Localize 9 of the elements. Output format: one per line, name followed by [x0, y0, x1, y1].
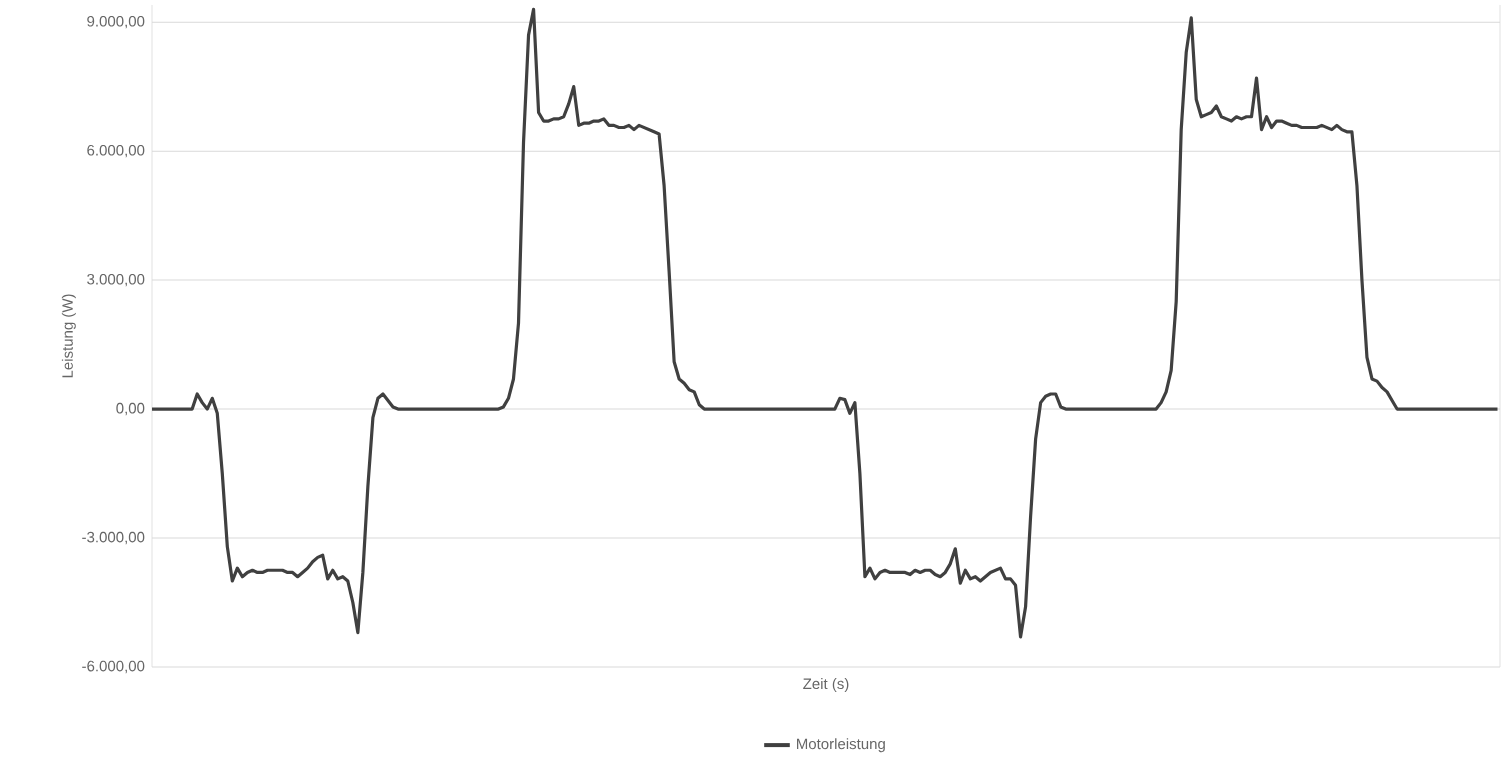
y-axis-title: Leistung (W)	[61, 294, 76, 378]
x-axis-title: Zeit (s)	[803, 678, 849, 693]
y-tick-label: 9.000,00	[87, 15, 145, 29]
legend-label: Motorleistung	[797, 738, 885, 753]
y-tick-label: 3.000,00	[87, 273, 145, 287]
y-tick-label: -6.000,00	[82, 660, 145, 674]
y-tick-label: -3.000,00	[82, 531, 145, 545]
y-tick-label: 6.000,00	[87, 144, 145, 158]
y-tick-label: 0,00	[116, 402, 145, 416]
